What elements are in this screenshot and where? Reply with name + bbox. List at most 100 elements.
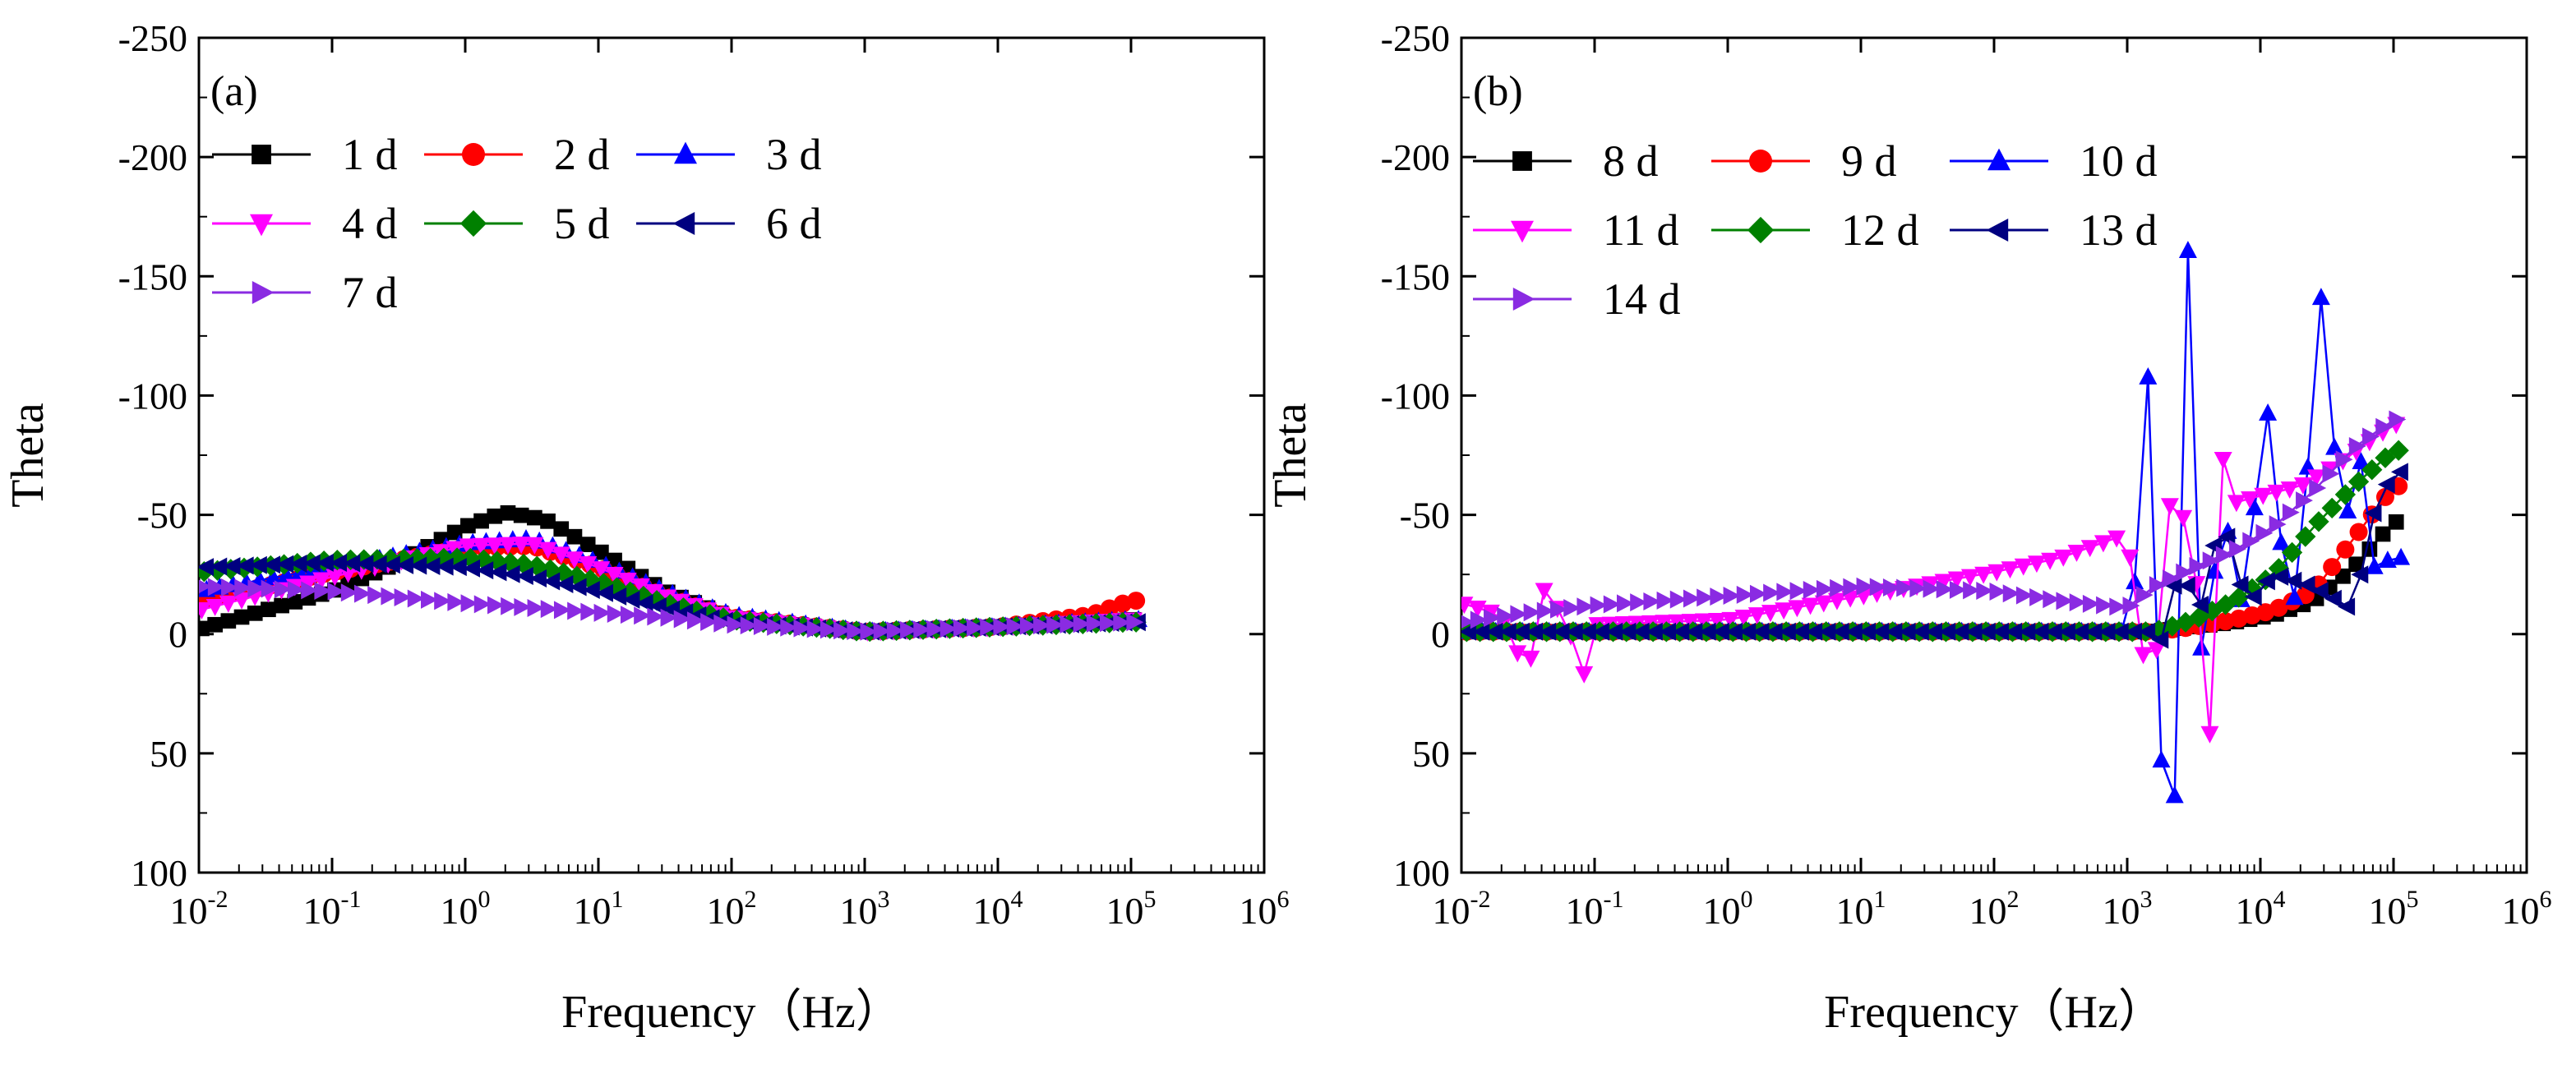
data-point — [330, 553, 348, 572]
data-point — [287, 594, 303, 610]
data-point — [1788, 600, 1807, 618]
data-point — [2254, 487, 2273, 505]
data-point — [2151, 630, 2169, 649]
data-point — [2377, 475, 2395, 494]
data-point — [489, 563, 507, 582]
data-point — [1816, 579, 1834, 598]
data-point — [1019, 616, 1037, 635]
x-tick-label: 10-1 — [1566, 886, 1624, 932]
data-point — [1898, 622, 1916, 641]
data-point — [1006, 617, 1024, 636]
data-point — [2325, 437, 2344, 455]
data-point — [727, 615, 745, 634]
data-point — [1805, 622, 1823, 641]
data-point — [460, 594, 478, 613]
data-point — [356, 555, 374, 574]
data-point — [819, 620, 838, 639]
data-point — [234, 578, 252, 597]
data-point — [2282, 503, 2300, 522]
data-point — [1792, 622, 1809, 641]
data-point — [2245, 498, 2264, 516]
data-point — [527, 599, 545, 618]
data-point — [233, 609, 250, 625]
data-point — [1655, 615, 1673, 633]
data-point — [381, 587, 399, 606]
data-point — [1565, 622, 1583, 641]
data-point — [2067, 545, 2086, 562]
data-point — [2002, 584, 2020, 603]
data-point — [2267, 484, 2286, 502]
data-point — [1938, 622, 1956, 641]
data-point — [860, 622, 878, 641]
data-point — [2388, 440, 2409, 461]
data-point — [540, 600, 558, 619]
data-point — [2269, 515, 2287, 534]
data-point — [2229, 540, 2246, 559]
data-point — [980, 618, 998, 637]
data-point — [1046, 615, 1064, 634]
data-point — [2390, 463, 2408, 481]
data-point — [2347, 471, 2370, 492]
legend-label: 14 d — [1603, 274, 1681, 324]
data-point — [2054, 549, 2073, 567]
x-tick-label: 103 — [840, 886, 890, 932]
data-point — [2098, 622, 2116, 641]
data-point — [343, 554, 361, 573]
data-point — [873, 622, 891, 641]
data-point — [2334, 484, 2357, 505]
legend-item: 4 d — [212, 199, 398, 248]
data-point — [261, 579, 279, 598]
data-point — [2215, 546, 2233, 564]
legend-item: 5 d — [424, 199, 610, 248]
data-point — [2147, 642, 2166, 660]
data-point — [1989, 582, 2007, 601]
y-tick-label: -50 — [137, 495, 187, 537]
data-point — [631, 578, 650, 596]
data-point — [609, 587, 627, 606]
legend-label: 9 d — [1841, 136, 1897, 186]
data-point — [525, 537, 544, 555]
data-point — [2084, 622, 2103, 641]
data-point — [314, 582, 332, 601]
data-point — [220, 613, 237, 629]
data-point — [1683, 589, 1701, 608]
x-tick-label: 104 — [973, 886, 1023, 932]
data-point — [1485, 622, 1503, 641]
x-axis-title: Frequency（Hz） — [1824, 987, 2164, 1038]
data-point — [2082, 594, 2100, 613]
data-point — [1830, 578, 1848, 597]
data-point — [1749, 584, 1767, 603]
data-point — [1936, 580, 1954, 599]
data-point — [1536, 601, 1554, 620]
data-point — [1789, 582, 1807, 601]
y-tick-label: 50 — [150, 733, 187, 775]
data-point — [2125, 622, 2142, 641]
data-point — [1550, 600, 1567, 619]
data-point — [210, 557, 228, 576]
data-point — [886, 621, 904, 640]
data-point — [1960, 569, 1979, 587]
data-point — [1801, 597, 1820, 615]
data-point — [2163, 569, 2180, 588]
data-point — [1736, 585, 1754, 604]
data-point — [1577, 597, 1595, 616]
data-point — [2044, 622, 2062, 641]
data-point — [1681, 614, 1700, 632]
data-point — [1708, 612, 1727, 630]
legend-item: 1 d — [212, 130, 398, 179]
data-point — [553, 521, 570, 537]
x-tick-label: 102 — [1969, 886, 2020, 932]
data-point — [1510, 605, 1528, 624]
data-point — [833, 621, 852, 640]
data-point — [2015, 586, 2034, 605]
data-point — [2175, 611, 2196, 633]
data-point — [1521, 650, 1540, 668]
data-point — [277, 565, 296, 583]
data-point — [1974, 566, 1993, 584]
data-point — [1592, 622, 1610, 641]
data-point — [393, 548, 414, 569]
data-point — [847, 622, 865, 641]
data-point — [2162, 615, 2183, 637]
